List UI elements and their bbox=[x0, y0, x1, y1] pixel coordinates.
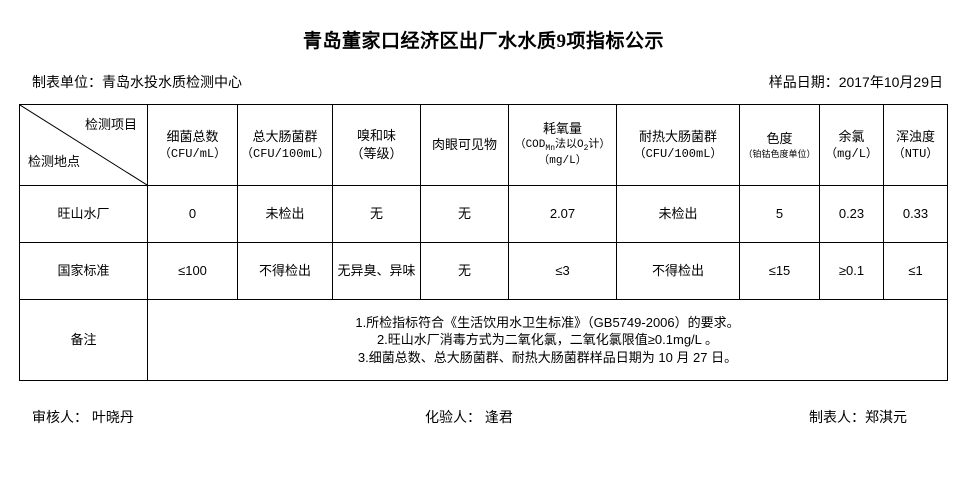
page-title: 青岛董家口经济区出厂水水质9项指标公示 bbox=[302, 31, 664, 52]
cell-visible-matter: 无 bbox=[420, 242, 509, 300]
cell-chromaticity: ≤15 bbox=[739, 242, 820, 300]
table-row: 旺山水厂 0 未检出 无 无 2.07 未检出 5 0.23 0.33 bbox=[19, 185, 948, 243]
cell-total-coliform: 不得检出 bbox=[237, 242, 333, 300]
reviewer-signature: 审核人： 叶晓丹 bbox=[32, 409, 134, 425]
cell-residual-chlorine: ≥0.1 bbox=[819, 242, 884, 300]
cell-oxygen-consumption: 2.07 bbox=[508, 185, 617, 243]
row-label-plant: 旺山水厂 bbox=[19, 185, 148, 243]
meta-row: 制表单位：青岛水投水质检测中心 样品日期：2017年10月29日 bbox=[0, 72, 967, 94]
remarks-row: 备注 1.所检指标符合《生活饮用水卫生标准》（GB5749-2006）的要求。 … bbox=[19, 299, 948, 381]
column-header-total-coliform: 总大肠菌群 （CFU/100mL） bbox=[237, 104, 333, 186]
cell-residual-chlorine: 0.23 bbox=[819, 185, 884, 243]
cell-oxygen-consumption: ≤3 bbox=[508, 242, 617, 300]
cell-thermotolerant-coliform: 不得检出 bbox=[616, 242, 740, 300]
column-header-oxygen-consumption: 耗氧量 （CODMn法以O2计）（mg/L） bbox=[508, 104, 617, 186]
diagonal-line-icon bbox=[20, 105, 147, 185]
preparer-signature: 制表人：郑淇元 bbox=[809, 409, 907, 425]
water-quality-table: 检测项目 检测地点 细菌总数 （CFU/mL） 总大肠菌群 （CFU/100mL… bbox=[19, 104, 948, 381]
corner-label-location: 检测地点 bbox=[28, 154, 81, 170]
signature-row: 审核人： 叶晓丹 化验人： 逢君 制表人：郑淇元 bbox=[0, 407, 967, 431]
table-header-row: 检测项目 检测地点 细菌总数 （CFU/mL） 总大肠菌群 （CFU/100mL… bbox=[19, 104, 948, 186]
cell-turbidity: ≤1 bbox=[883, 242, 948, 300]
cell-bacteria-count: 0 bbox=[147, 185, 238, 243]
sample-date-label: 样品日期：2017年10月29日 bbox=[768, 74, 943, 90]
cell-thermotolerant-coliform: 未检出 bbox=[616, 185, 740, 243]
prepared-by-label: 制表单位：青岛水投水质检测中心 bbox=[32, 74, 242, 90]
water-quality-report-page: 青岛董家口经济区出厂水水质9项指标公示 制表单位：青岛水投水质检测中心 样品日期… bbox=[0, 26, 967, 504]
remark-line: 3.细菌总数、总大肠菌群、耐热大肠菌群样品日期为 10 月 27 日。 bbox=[357, 349, 738, 365]
row-label-national-standard: 国家标准 bbox=[19, 242, 148, 300]
tester-signature: 化验人： 逢君 bbox=[425, 409, 513, 425]
corner-diagonal-cell: 检测项目 检测地点 bbox=[19, 104, 148, 186]
corner-label-item: 检测项目 bbox=[84, 117, 137, 132]
column-header-residual-chlorine: 余氯 （mg/L） bbox=[819, 104, 884, 186]
cell-visible-matter: 无 bbox=[420, 185, 509, 243]
column-header-chromaticity: 色度 （铂钴色度单位） bbox=[739, 104, 820, 186]
column-header-thermotolerant-coliform: 耐热大肠菌群 （CFU/100mL） bbox=[616, 104, 740, 186]
column-header-odor-taste: 嗅和味 （等级） bbox=[332, 104, 421, 186]
cell-chromaticity: 5 bbox=[739, 185, 820, 243]
cell-total-coliform: 未检出 bbox=[237, 185, 333, 243]
column-header-bacteria-count: 细菌总数 （CFU/mL） bbox=[147, 104, 238, 186]
cell-odor-taste: 无异臭、异味 bbox=[332, 242, 421, 300]
table-row: 国家标准 ≤100 不得检出 无异臭、异味 无 ≤3 不得检出 ≤15 ≥0.1… bbox=[19, 242, 948, 300]
cell-turbidity: 0.33 bbox=[883, 185, 948, 243]
column-header-turbidity: 浑浊度 （NTU） bbox=[883, 104, 948, 186]
remark-line: 2.旺山水厂消毒方式为二氧化氯，二氧化氯限值≥0.1mg/L 。 bbox=[376, 332, 719, 348]
remarks-label: 备注 bbox=[19, 299, 148, 381]
cell-bacteria-count: ≤100 bbox=[147, 242, 238, 300]
oxygen-consumption-unit: （CODMn法以O2计）（mg/L） bbox=[514, 138, 611, 168]
remark-line: 1.所检指标符合《生活饮用水卫生标准》（GB5749-2006）的要求。 bbox=[355, 314, 740, 330]
cell-odor-taste: 无 bbox=[332, 185, 421, 243]
remarks-body: 1.所检指标符合《生活饮用水卫生标准》（GB5749-2006）的要求。 2.旺… bbox=[147, 299, 948, 381]
column-header-visible-matter: 肉眼可见物 bbox=[420, 104, 509, 186]
